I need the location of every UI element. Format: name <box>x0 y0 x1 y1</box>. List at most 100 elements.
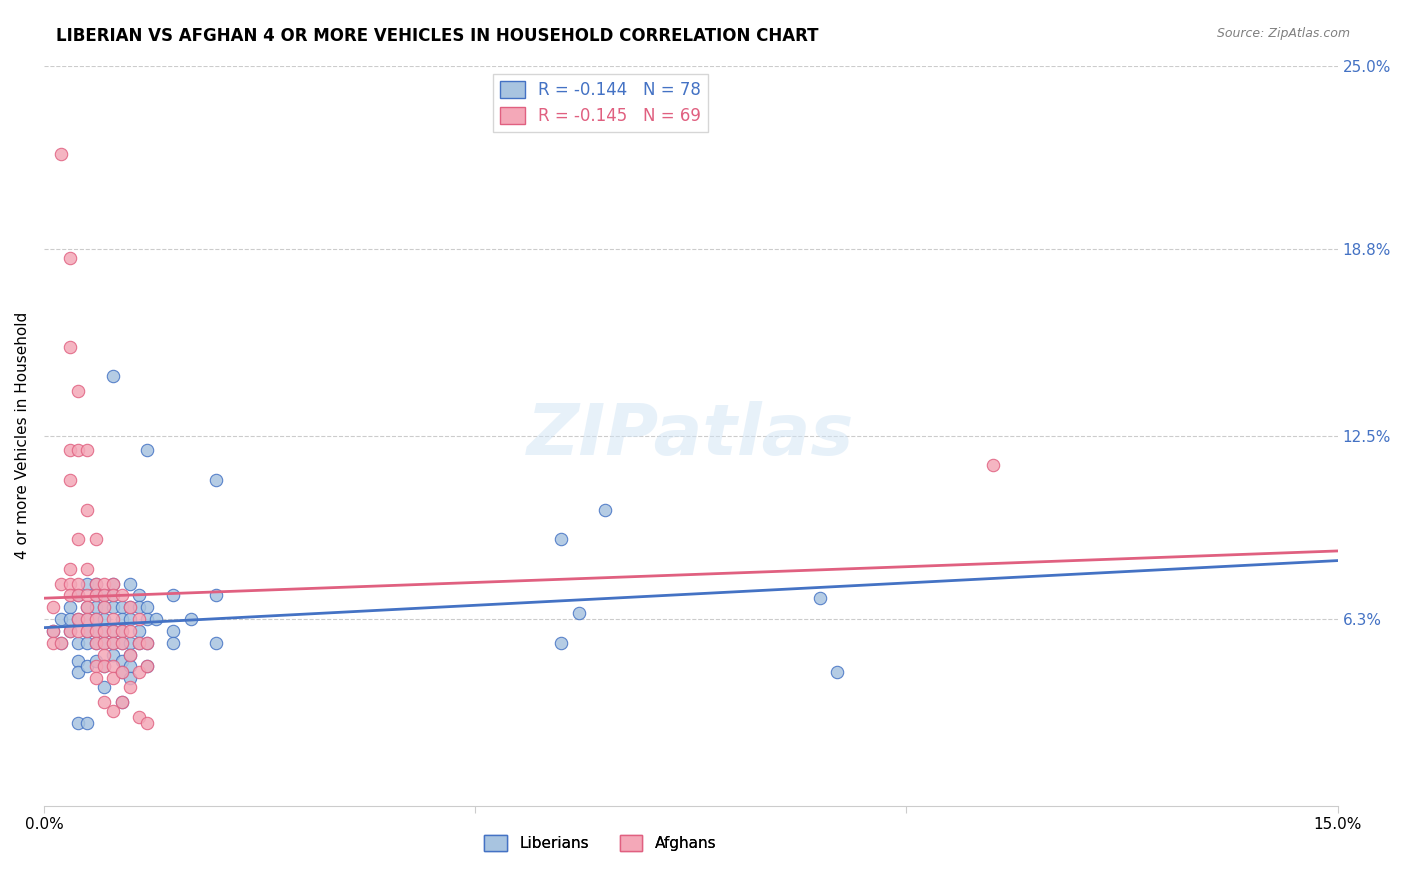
Point <box>49 636 72 650</box>
Point <box>59 612 82 626</box>
Point <box>67 576 90 591</box>
Point <box>110 665 132 680</box>
Point <box>120 648 142 662</box>
Point <box>76 600 98 615</box>
Point <box>67 384 90 399</box>
Point <box>49 576 72 591</box>
Point <box>67 665 90 680</box>
Point <box>84 612 107 626</box>
Point <box>84 624 107 638</box>
Point <box>84 624 107 638</box>
Point <box>67 532 90 546</box>
Point <box>76 576 98 591</box>
Point <box>84 576 107 591</box>
Point <box>84 636 107 650</box>
Point <box>84 636 107 650</box>
Point <box>76 612 98 626</box>
Point <box>101 636 124 650</box>
Point <box>827 665 849 680</box>
Point <box>101 636 124 650</box>
Point <box>110 695 132 709</box>
Point <box>93 576 115 591</box>
Point <box>101 612 124 626</box>
Point <box>59 443 82 458</box>
Point <box>145 612 167 626</box>
Point <box>101 576 124 591</box>
Point <box>93 695 115 709</box>
Point <box>67 612 90 626</box>
Point <box>67 715 90 730</box>
Point <box>67 589 90 603</box>
Point <box>93 612 115 626</box>
Point <box>93 600 115 615</box>
Point <box>59 600 82 615</box>
Point <box>49 147 72 161</box>
Point <box>120 600 142 615</box>
Point <box>76 715 98 730</box>
Point <box>93 589 115 603</box>
Point <box>128 624 150 638</box>
Point <box>76 612 98 626</box>
Point <box>84 612 107 626</box>
Point <box>41 624 63 638</box>
Point <box>84 600 107 615</box>
Point <box>41 624 63 638</box>
Point <box>93 589 115 603</box>
Point <box>76 624 98 638</box>
Point <box>110 665 132 680</box>
Point <box>101 576 124 591</box>
Point <box>120 680 142 694</box>
Point <box>93 624 115 638</box>
Point <box>162 589 184 603</box>
Legend: Liberians, Afghans: Liberians, Afghans <box>478 829 723 857</box>
Point <box>101 589 124 603</box>
Point <box>76 443 98 458</box>
Point <box>67 443 90 458</box>
Point <box>136 659 159 673</box>
Point <box>76 624 98 638</box>
Point <box>120 576 142 591</box>
Point <box>110 695 132 709</box>
Point <box>110 654 132 668</box>
Point <box>550 532 572 546</box>
Point <box>205 636 228 650</box>
Point <box>67 589 90 603</box>
Text: LIBERIAN VS AFGHAN 4 OR MORE VEHICLES IN HOUSEHOLD CORRELATION CHART: LIBERIAN VS AFGHAN 4 OR MORE VEHICLES IN… <box>56 27 818 45</box>
Point <box>110 636 132 650</box>
Point <box>101 671 124 685</box>
Point <box>41 600 63 615</box>
Point <box>93 648 115 662</box>
Point <box>568 606 591 620</box>
Point <box>110 589 132 603</box>
Text: ZIPatlas: ZIPatlas <box>527 401 855 470</box>
Point <box>136 715 159 730</box>
Point <box>110 612 132 626</box>
Point <box>120 659 142 673</box>
Y-axis label: 4 or more Vehicles in Household: 4 or more Vehicles in Household <box>15 312 30 559</box>
Point <box>120 624 142 638</box>
Point <box>162 636 184 650</box>
Point <box>93 600 115 615</box>
Point <box>93 680 115 694</box>
Point <box>110 624 132 638</box>
Point <box>136 636 159 650</box>
Point <box>59 473 82 487</box>
Point <box>128 600 150 615</box>
Point <box>110 636 132 650</box>
Point <box>59 576 82 591</box>
Point <box>550 636 572 650</box>
Point <box>136 443 159 458</box>
Point <box>981 458 1004 473</box>
Point <box>59 589 82 603</box>
Point <box>76 659 98 673</box>
Point <box>59 624 82 638</box>
Point <box>41 636 63 650</box>
Point <box>120 648 142 662</box>
Point <box>93 659 115 673</box>
Point <box>84 576 107 591</box>
Point <box>136 612 159 626</box>
Point <box>76 502 98 516</box>
Point <box>101 648 124 662</box>
Point <box>84 654 107 668</box>
Point <box>101 600 124 615</box>
